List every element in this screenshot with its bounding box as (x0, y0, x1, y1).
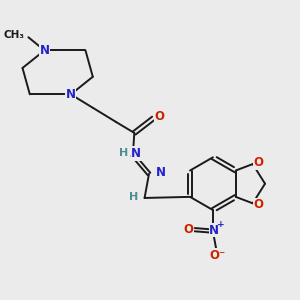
Text: N: N (66, 88, 76, 101)
Text: O: O (254, 198, 264, 211)
Text: N: N (131, 147, 141, 160)
Text: CH₃: CH₃ (4, 30, 25, 40)
Text: O: O (183, 223, 193, 236)
Text: +: + (217, 220, 225, 229)
Text: H: H (119, 148, 128, 158)
Text: N: N (40, 44, 50, 57)
Text: N: N (209, 224, 219, 237)
Text: H: H (129, 191, 138, 202)
Text: O: O (155, 110, 165, 123)
Text: N: N (155, 166, 165, 179)
Text: O: O (254, 156, 264, 169)
Text: O⁻: O⁻ (210, 249, 226, 262)
